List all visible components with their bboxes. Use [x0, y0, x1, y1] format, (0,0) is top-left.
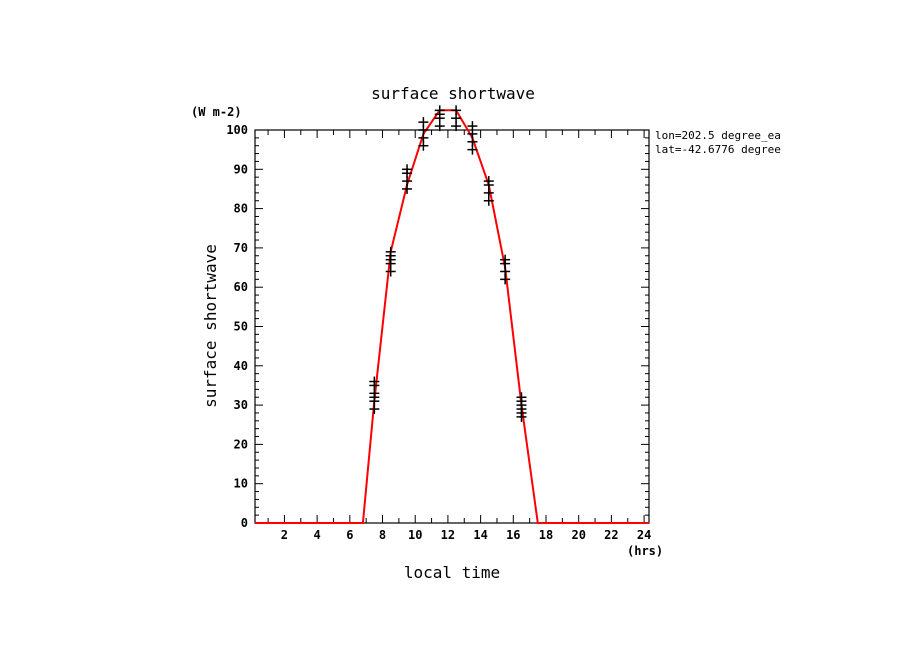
data-point-marker [434, 105, 445, 116]
y-tick-label: 30 [234, 398, 248, 412]
line-layer [255, 109, 649, 524]
x-tick-label: 6 [346, 528, 353, 542]
y-tick-label: 80 [234, 202, 248, 216]
y-tick-label: 10 [234, 477, 248, 491]
data-point-marker [516, 392, 527, 403]
y-tick-label: 100 [226, 123, 248, 137]
y-tick-label: 90 [234, 162, 248, 176]
x-tick-label: 8 [379, 528, 386, 542]
y-tick-label: 70 [234, 241, 248, 255]
x-units-label: (hrs) [627, 544, 663, 558]
x-axis-label: local time [404, 563, 500, 582]
data-point-marker [451, 105, 462, 116]
y-axis-label: surface shortwave [201, 244, 220, 408]
x-tick-label: 14 [473, 528, 487, 542]
y-tick-label: 0 [241, 516, 248, 530]
data-point-marker [467, 121, 478, 132]
plot-axes [254, 129, 650, 524]
chart-title: surface shortwave [371, 84, 535, 103]
y-tick-label: 60 [234, 280, 248, 294]
data-point-marker [369, 376, 380, 387]
data-point-marker [418, 117, 429, 128]
data-point-marker [385, 246, 396, 257]
x-tick-label: 4 [314, 528, 321, 542]
y-tick-label: 50 [234, 320, 248, 334]
y-units-label: (W m-2) [191, 105, 242, 119]
x-tick-label: 18 [539, 528, 553, 542]
y-tick-label: 20 [234, 437, 248, 451]
plot-frame [254, 129, 650, 524]
annotation-lon: lon=202.5 degree_ea [655, 129, 781, 142]
data-point-marker [483, 176, 494, 187]
axis-ticks: 2 4 6 8 10 12 14 16 18 20 22 2401020304050607080901… [226, 123, 651, 542]
y-tick-label: 40 [234, 359, 248, 373]
x-tick-label: 16 [506, 528, 520, 542]
x-tick-label: 2 [281, 528, 288, 542]
x-tick-label: 12 [441, 528, 455, 542]
annotation-lat: lat=-42.6776 degree [655, 143, 781, 156]
data-point-marker [402, 164, 413, 175]
marker-layer [369, 105, 527, 422]
x-tick-label: 24 [637, 528, 651, 542]
data-point-marker [500, 254, 511, 265]
x-tick-label: 20 [571, 528, 585, 542]
x-tick-label: 10 [408, 528, 422, 542]
x-tick-label: 22 [604, 528, 618, 542]
series-line [255, 109, 649, 524]
